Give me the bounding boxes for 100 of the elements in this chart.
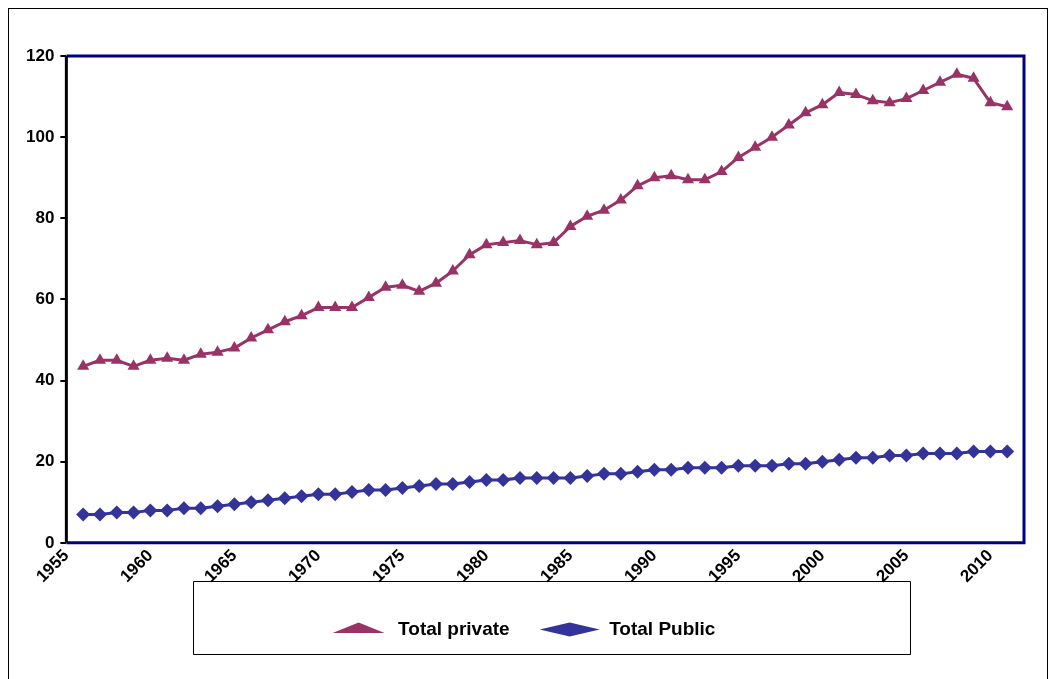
legend-label: Total private (398, 617, 510, 639)
point (429, 276, 443, 287)
point (597, 203, 611, 214)
point (77, 359, 90, 370)
point (446, 264, 459, 275)
point (849, 87, 863, 99)
y-tick-label: 100 (25, 126, 55, 146)
point (513, 233, 527, 245)
point (396, 278, 409, 289)
point (277, 491, 292, 506)
point (832, 452, 847, 467)
point (848, 450, 863, 465)
point (328, 487, 343, 502)
point (815, 454, 830, 469)
point (714, 460, 729, 475)
point (497, 235, 510, 247)
point (781, 456, 796, 471)
point (966, 444, 981, 459)
point (143, 503, 158, 518)
y-tick-label: 20 (35, 451, 55, 471)
point (917, 83, 930, 94)
point (295, 308, 308, 320)
point (211, 345, 224, 356)
point (732, 150, 745, 161)
point (144, 353, 157, 364)
point (445, 477, 460, 492)
point (413, 284, 426, 295)
point (782, 117, 795, 129)
point (261, 322, 275, 334)
point (227, 497, 242, 512)
point (92, 507, 107, 522)
point (883, 95, 896, 107)
point (665, 168, 678, 180)
y-tick-label: 80 (35, 207, 55, 227)
point (378, 483, 393, 498)
point (127, 359, 140, 370)
point (496, 472, 511, 487)
point (379, 280, 392, 291)
point (764, 458, 779, 473)
point (664, 462, 679, 477)
point (581, 209, 594, 220)
point (916, 446, 931, 461)
point (731, 458, 746, 473)
point (194, 347, 207, 358)
point (933, 446, 947, 461)
y-tick-label: 40 (35, 370, 55, 390)
point (329, 300, 342, 312)
point (93, 353, 107, 364)
point (161, 351, 174, 362)
point (547, 235, 560, 247)
point (749, 140, 762, 151)
point (882, 448, 897, 463)
point (530, 237, 543, 249)
point (228, 341, 241, 352)
point (109, 505, 124, 520)
point (529, 470, 544, 485)
point (900, 91, 913, 103)
point (428, 477, 443, 492)
point (630, 464, 645, 479)
point (176, 501, 191, 516)
point (177, 353, 191, 364)
point (949, 446, 964, 461)
point (715, 164, 728, 176)
point (312, 300, 325, 312)
point (412, 479, 427, 494)
point (479, 472, 494, 487)
point (160, 503, 175, 518)
point (899, 448, 914, 463)
point (983, 444, 998, 459)
legend-label: Total Public (609, 617, 716, 639)
point (698, 172, 711, 184)
point (564, 219, 577, 230)
point (799, 105, 812, 117)
point (765, 130, 779, 141)
point (933, 75, 947, 86)
point (463, 247, 476, 259)
point (480, 237, 493, 249)
point (865, 450, 880, 465)
point (680, 460, 695, 475)
point (816, 97, 829, 109)
point (580, 468, 595, 483)
point (866, 93, 879, 105)
point (648, 170, 661, 182)
y-tick-label: 0 (44, 532, 55, 552)
point (596, 466, 611, 481)
point (614, 193, 627, 204)
point (512, 470, 527, 485)
point (193, 501, 208, 516)
point (748, 458, 763, 473)
point (344, 485, 359, 500)
point (697, 460, 712, 475)
point (462, 474, 477, 489)
point (1000, 444, 1015, 459)
point (345, 300, 359, 312)
point (395, 481, 410, 496)
point (361, 483, 376, 498)
point (967, 71, 980, 82)
point (76, 507, 91, 522)
point (546, 470, 561, 485)
point (984, 95, 997, 107)
